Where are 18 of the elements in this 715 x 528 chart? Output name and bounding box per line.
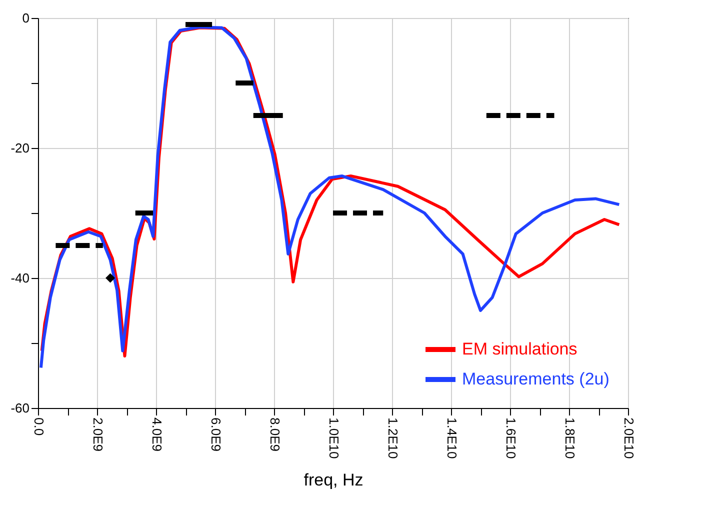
x-tick-label: 1.2E10 bbox=[386, 418, 400, 459]
x-tick-label: 0.0 bbox=[32, 418, 46, 436]
x-tick-label: 2.0E10 bbox=[622, 418, 636, 459]
x-tick-label: 4.0E9 bbox=[150, 418, 164, 452]
legend-label: Measurements (2u) bbox=[462, 370, 610, 388]
y-tick-label: -40 bbox=[10, 270, 30, 286]
x-tick-label: 2.0E9 bbox=[90, 418, 106, 452]
x-tick-label: 8.0E9 bbox=[268, 418, 282, 452]
x-axis-title: freq, Hz bbox=[304, 470, 364, 490]
x-tick-label: 1.4E10 bbox=[444, 418, 460, 459]
x-tick-label: 6.0E9 bbox=[208, 418, 224, 452]
y-tick-label: -60 bbox=[10, 400, 30, 416]
y-tick-label: -20 bbox=[10, 140, 30, 156]
x-tick-label: 1.8E10 bbox=[562, 418, 578, 459]
legend-label: EM simulations bbox=[462, 340, 578, 358]
x-tick-label: 1.6E10 bbox=[504, 418, 518, 459]
x-tick-label: 1.0E10 bbox=[326, 418, 342, 459]
y-tick-label: 0 bbox=[22, 10, 30, 26]
